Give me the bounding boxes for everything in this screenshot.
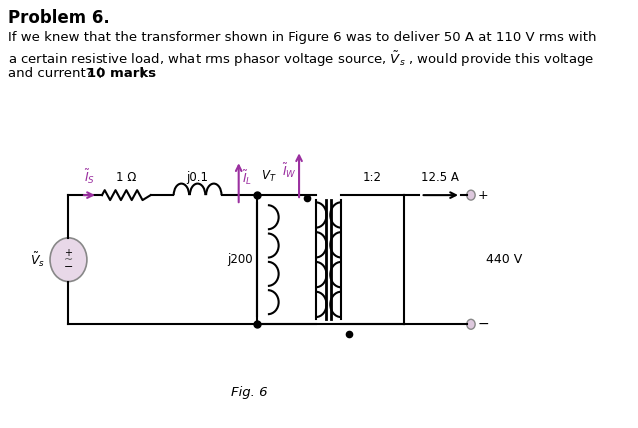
Circle shape [50, 238, 87, 282]
Text: ~: ~ [64, 255, 73, 265]
Text: $\tilde{I}_L$: $\tilde{I}_L$ [242, 169, 252, 187]
Text: and current? (: and current? ( [8, 67, 102, 80]
Text: 1:2: 1:2 [363, 171, 382, 184]
Text: 440 V: 440 V [486, 253, 523, 266]
Text: 12.5 A: 12.5 A [421, 171, 459, 184]
Text: +: + [478, 189, 488, 202]
Text: $\tilde{I}_W$: $\tilde{I}_W$ [282, 161, 297, 180]
Text: $\tilde{I}_S$: $\tilde{I}_S$ [84, 168, 95, 186]
Circle shape [467, 319, 475, 329]
Text: Fig. 6: Fig. 6 [230, 386, 267, 399]
Text: $V_T$: $V_T$ [262, 169, 277, 184]
Text: +: + [64, 248, 73, 258]
Text: 1 Ω: 1 Ω [116, 171, 137, 184]
Text: j0.1: j0.1 [186, 171, 209, 184]
Text: Problem 6.: Problem 6. [8, 9, 110, 27]
Text: $\tilde{V}_s$: $\tilde{V}_s$ [30, 250, 45, 269]
Text: If we knew that the transformer shown in Figure 6 was to deliver 50 A at 110 V r: If we knew that the transformer shown in… [8, 31, 597, 44]
Text: a certain resistive load, what rms phasor voltage source, $\tilde{V}_s$ , would : a certain resistive load, what rms phaso… [8, 49, 594, 68]
Text: j200: j200 [227, 253, 253, 266]
Text: −: − [478, 317, 489, 331]
Text: ): ) [140, 67, 145, 80]
Circle shape [467, 190, 475, 200]
Text: 10 marks: 10 marks [87, 67, 156, 80]
Text: −: − [64, 262, 73, 272]
